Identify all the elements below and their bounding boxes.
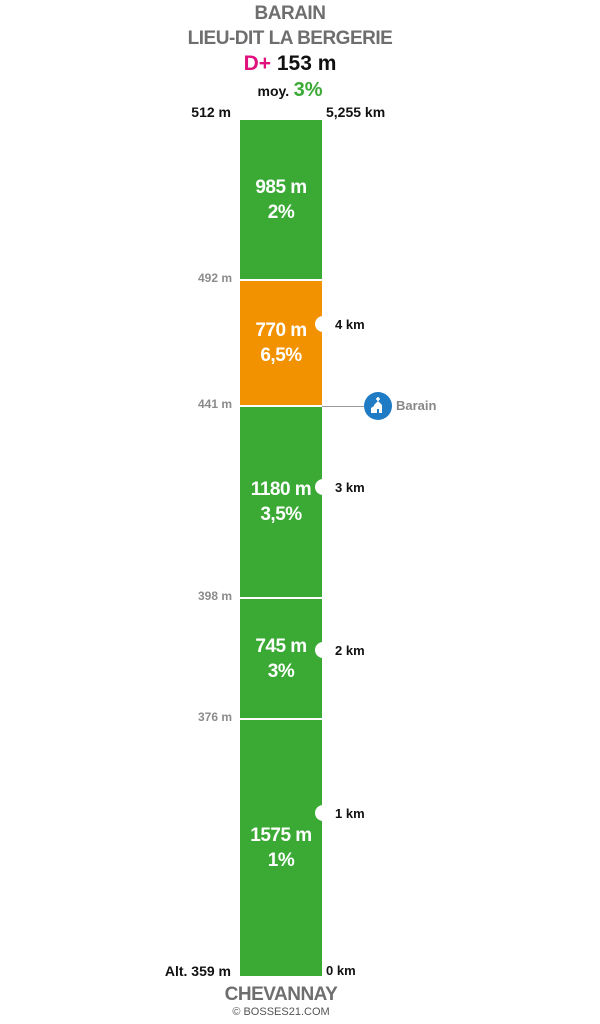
segment-length: 985 m (255, 177, 307, 199)
segment-length: 1575 m (250, 824, 312, 846)
elevation-gain: D+ 153 m (0, 52, 580, 76)
summit-name: BARAIN (254, 3, 326, 24)
segment-separator (240, 404, 322, 407)
km-marker-dot (315, 479, 331, 496)
church-icon (364, 391, 392, 420)
segment-grade: 3,5% (260, 503, 302, 525)
segment-length: 770 m (255, 320, 307, 342)
average-grade: moy. 3% (0, 79, 580, 102)
segment-3: 1180 m 3,5% (240, 405, 322, 599)
segment-grade: 6,5% (260, 345, 302, 367)
start-altitude: Alt. 359 m (164, 963, 231, 979)
boundary-altitude: 398 m (197, 589, 232, 604)
elevation-gain-label: D+ (243, 52, 272, 75)
segment-separator (240, 279, 322, 282)
boundary-altitude: 441 m (197, 396, 232, 411)
km-marker: 3 km (315, 479, 365, 496)
summit-subname: LIEU-DIT LA BERGERIE (187, 28, 393, 49)
segment-2: 745 m 3% (240, 598, 322, 720)
segment-grade: 1% (267, 849, 295, 871)
segment-grade: 2% (267, 202, 295, 224)
elevation-gain-value: 153 m (276, 52, 337, 75)
segment-length: 1180 m (250, 478, 312, 500)
km-marker-dot (315, 316, 331, 333)
km-marker-label: 3 km (335, 479, 365, 495)
km-marker: 2 km (315, 642, 365, 659)
segment-separator (240, 597, 322, 600)
start-name: CHEVANNAY (224, 984, 338, 1005)
km-marker: 4 km (315, 316, 365, 333)
segment-separator (240, 718, 322, 721)
boundary-altitude: 492 m (197, 271, 232, 286)
km-marker-dot (315, 805, 331, 822)
poi-label: Barain (396, 397, 437, 413)
km-marker-label: 1 km (335, 805, 365, 821)
credit: © BOSSES21.COM (232, 1006, 330, 1018)
segment-length: 745 m (255, 635, 307, 657)
climb-profile-bar: 1575 m 1% 745 m 3% 1180 m 3,5% 770 m 6,5% 985 m 2… (240, 120, 322, 976)
km-marker-label: 2 km (335, 642, 365, 658)
segment-4: 770 m 6,5% (240, 280, 322, 406)
segment-1: 1575 m 1% (240, 719, 322, 976)
average-grade-label: moy. (257, 83, 290, 99)
km-marker-dot (315, 642, 331, 659)
segment-5: 985 m 2% (240, 120, 322, 281)
segment-grade: 3% (267, 660, 295, 682)
boundary-altitude: 376 m (197, 710, 232, 725)
average-grade-value: 3% (293, 79, 323, 101)
km-marker-0: 0 km (326, 963, 356, 978)
top-altitude: 512 m (191, 104, 231, 120)
total-distance: 5,255 km (326, 104, 386, 120)
km-marker-label: 4 km (335, 316, 365, 332)
poi-connector-line (322, 405, 364, 407)
km-marker: 1 km (315, 805, 365, 822)
